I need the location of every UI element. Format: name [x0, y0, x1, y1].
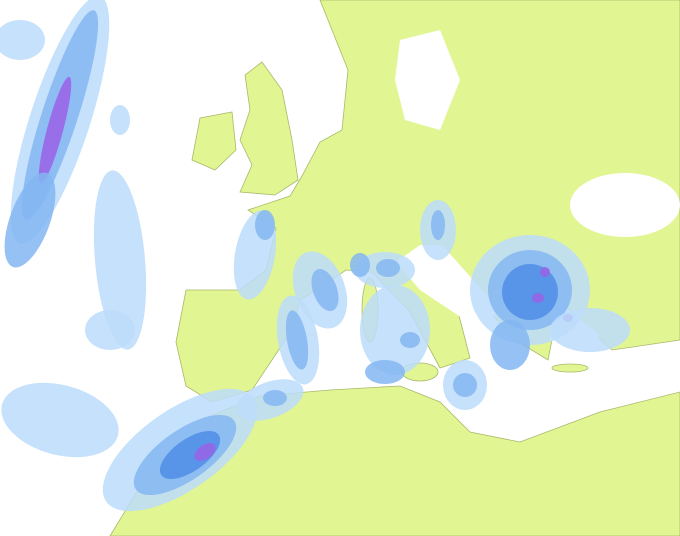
precip-area-medium — [453, 373, 477, 397]
precip-area-medium — [376, 259, 400, 277]
precip-area-medium — [490, 320, 530, 370]
precip-area-medium — [400, 332, 420, 348]
precip-area-medium — [285, 310, 309, 370]
precip-area-medium — [255, 210, 275, 240]
precip-area-light — [360, 285, 430, 375]
crete — [551, 363, 589, 373]
ireland — [191, 111, 237, 171]
precip-area-extreme — [38, 76, 72, 184]
precip-area-light — [93, 170, 147, 350]
precip-area-medium — [431, 210, 445, 240]
precip-area-heavy — [159, 431, 221, 479]
precip-area-light — [110, 105, 130, 135]
precip-area-medium — [311, 268, 339, 312]
precip-area-medium — [4, 172, 56, 268]
precip-area-light — [1, 382, 119, 458]
precipitation-layer — [0, 0, 630, 512]
precip-area-light — [85, 310, 135, 350]
precip-area-extreme — [532, 293, 544, 303]
precip-area-light — [0, 20, 45, 60]
great-britain — [239, 61, 299, 196]
precip-area-heavy — [502, 264, 558, 320]
black-sea — [570, 173, 680, 237]
precip-area-extreme — [540, 267, 550, 277]
precip-area-medium — [350, 253, 370, 277]
precip-area-medium — [263, 390, 287, 406]
precip-area-light — [550, 308, 630, 352]
precip-area-medium — [365, 360, 405, 384]
baltic-sea — [395, 30, 460, 130]
precip-area-extreme — [194, 443, 216, 461]
